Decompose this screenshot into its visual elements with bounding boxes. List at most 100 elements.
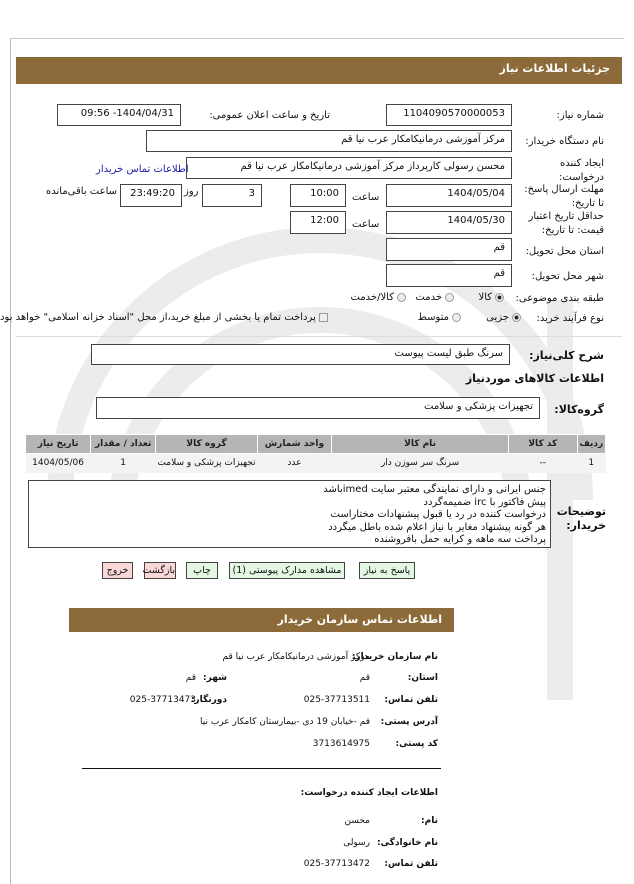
- creator-phone-label: تلفن تماس:: [384, 859, 438, 869]
- radio-selected-icon: [512, 312, 521, 322]
- radio-icon: [452, 312, 461, 322]
- notes-line: جنس ایرانی و دارای نمایندگی معتبر سایت i…: [323, 484, 546, 495]
- phone-value: 025-37713511: [303, 695, 370, 705]
- fax-label: دورنگار:: [190, 695, 227, 705]
- summary-field: سرنگ طبق لیست پیوست: [91, 344, 510, 365]
- col-row: ردیف: [576, 434, 607, 454]
- name-value: محسن: [344, 816, 370, 826]
- back-button[interactable]: بازگشت: [143, 562, 176, 579]
- notes-line: پرداخت سه ماهه و کرایه حمل بافروشنده: [374, 534, 546, 545]
- table-row: 1 -- سرنگ سر سوزن دار عدد تجهیزات پزشکی …: [25, 453, 606, 473]
- province-contact-label: استان:: [407, 673, 438, 683]
- cell-qty: 1: [90, 453, 156, 473]
- deadline-label: مهلت ارسال پاسخ: تا تاریخ:: [524, 184, 604, 209]
- section-divider: [16, 336, 622, 337]
- goods-table: ردیف کد کالا نام کالا واحد شمارش گروه کا…: [24, 434, 607, 473]
- remaining-time-label: ساعت باقی‌مانده: [46, 186, 118, 197]
- creator-label: ایجاد کننده درخواست:: [559, 158, 604, 183]
- address-value: قم -خیابان 19 دی -بیمارستان کامکار عرب ن…: [200, 717, 370, 727]
- cell-group: تجهیزات پزشکی و سلامت: [155, 453, 258, 473]
- fax-value: 025-37713473: [129, 695, 196, 705]
- days-label: روز: [184, 186, 199, 197]
- process-label: نوع فرآیند خرید:: [536, 313, 605, 324]
- city-field: قم: [386, 264, 512, 287]
- city-contact-label: شهر:: [203, 673, 227, 683]
- left-border: [10, 38, 11, 884]
- contact-divider: [82, 768, 441, 769]
- address-label: آدرس پستی:: [380, 717, 438, 727]
- cell-name: سرنگ سر سوزن دار: [331, 453, 509, 473]
- postal-label: کد پستی:: [395, 739, 438, 749]
- cell-date: 1404/05/06: [25, 453, 91, 473]
- summary-label: شرح کلی‌نیاز:: [529, 349, 604, 362]
- col-date: تاریخ نیاز: [24, 434, 92, 454]
- province-field: قم: [386, 238, 512, 261]
- need-number-label: شماره نیاز:: [556, 110, 605, 121]
- radio-icon: [445, 292, 454, 302]
- creator-field: محسن رسولی کارپرداز مرکز آموزشی درمانیکا…: [186, 157, 512, 179]
- days-remaining-field: 3: [202, 184, 262, 207]
- deadline-time-field: 10:00: [290, 184, 346, 207]
- radio-icon: [397, 292, 406, 302]
- creator-phone-value: 025-37713472: [303, 859, 370, 869]
- notes-label: توضیحات خریدار:: [556, 505, 606, 532]
- col-unit: واحد شمارش: [256, 434, 333, 454]
- group-label: گروه‌کالا:: [554, 403, 604, 416]
- contact-header: اطلاعات تماس سازمان خریدار: [69, 608, 454, 632]
- postal-value: 3713614975: [312, 739, 370, 749]
- cell-unit: عدد: [257, 453, 332, 473]
- col-name: نام کالا: [331, 434, 510, 454]
- buyer-field: مرکز آموزشی درمانیکامکار عرب نیا قم: [146, 130, 512, 152]
- buyer-label: نام دستگاه خریدار:: [525, 136, 604, 147]
- col-group: گروه کالا: [155, 434, 258, 454]
- process-radio-minor[interactable]: جزیی: [486, 312, 521, 323]
- col-code: کد کالا: [508, 434, 578, 454]
- reply-button[interactable]: پاسخ به نیاز: [359, 562, 415, 579]
- buyer-contact-link[interactable]: اطلاعات تماس خریدار: [96, 164, 189, 175]
- province-contact-value: قم: [359, 673, 370, 683]
- cell-row: 1: [577, 453, 606, 473]
- org-value: مرکز آموزشی درمانیکامکار عرب نیا قم: [222, 652, 371, 662]
- creator-info-heading: اطلاعات ایجاد کننده درخواست:: [300, 788, 438, 798]
- validity-time-field: 12:00: [290, 211, 346, 234]
- attachments-button[interactable]: مشاهده مدارک پیوستی (1): [229, 562, 345, 579]
- org-label: نام سازمان خریدار:: [351, 652, 438, 662]
- notes-line: پیش فاکتور با irc ضمیمه‌گردد: [423, 496, 547, 508]
- col-qty: تعداد / مقدار: [90, 434, 157, 454]
- family-label: نام خانوادگی:: [376, 838, 438, 848]
- deadline-date-field: 1404/05/04: [386, 184, 512, 207]
- notes-line: درخواست کننده در رد یا قبول پیشنهادات مخ…: [330, 509, 547, 520]
- need-number-field: 1104090570000053: [386, 104, 512, 126]
- treasury-checkbox[interactable]: پرداخت تمام یا بخشی از مبلغ خرید،از محل …: [0, 312, 328, 323]
- category-radio-both[interactable]: کالا/خدمت: [351, 292, 406, 303]
- top-divider: [10, 38, 624, 39]
- cell-code: --: [508, 453, 578, 473]
- name-label: نام:: [421, 816, 438, 826]
- notes-field: جنس ایرانی و دارای نمایندگی معتبر سایت i…: [28, 480, 551, 548]
- validity-time-label: ساعت: [352, 219, 380, 230]
- category-radio-service[interactable]: خدمت: [415, 292, 454, 303]
- deadline-time-label: ساعت: [352, 192, 380, 203]
- phone-label: تلفن تماس:: [384, 695, 438, 705]
- goods-heading: اطلاعات کالاهای موردنیاز: [465, 372, 604, 385]
- radio-selected-icon: [495, 292, 504, 302]
- province-label: استان محل تحویل:: [525, 246, 604, 257]
- city-contact-value: قم: [185, 673, 196, 683]
- category-radio-goods[interactable]: کالا: [478, 292, 504, 303]
- notes-line: هر گونه پیشنهاد مغایر با نیاز اعلام شده …: [328, 521, 546, 533]
- validity-label: حداقل تاریخ اعتبار قیمت: تا تاریخ:: [528, 211, 604, 236]
- page-header: جزئیات اطلاعات نیاز: [16, 57, 622, 84]
- table-header-row: ردیف کد کالا نام کالا واحد شمارش گروه کا…: [24, 434, 607, 454]
- category-label: طبقه بندی موضوعی:: [515, 293, 604, 304]
- process-radio-medium[interactable]: متوسط: [418, 312, 461, 323]
- exit-button[interactable]: خروج: [102, 562, 133, 579]
- remaining-time-field: 23:49:20: [120, 184, 182, 207]
- family-value: رسولی: [343, 838, 370, 848]
- announce-field: 1404/04/31- 09:56: [57, 104, 181, 126]
- city-label: شهر محل تحویل:: [531, 271, 604, 282]
- checkbox-icon: [319, 312, 328, 322]
- print-button[interactable]: چاپ: [186, 562, 218, 579]
- group-field: تجهیزات پزشکی و سلامت: [96, 397, 540, 419]
- validity-date-field: 1404/05/30: [386, 211, 512, 234]
- announce-label: تاریخ و ساعت اعلان عمومی:: [209, 110, 330, 121]
